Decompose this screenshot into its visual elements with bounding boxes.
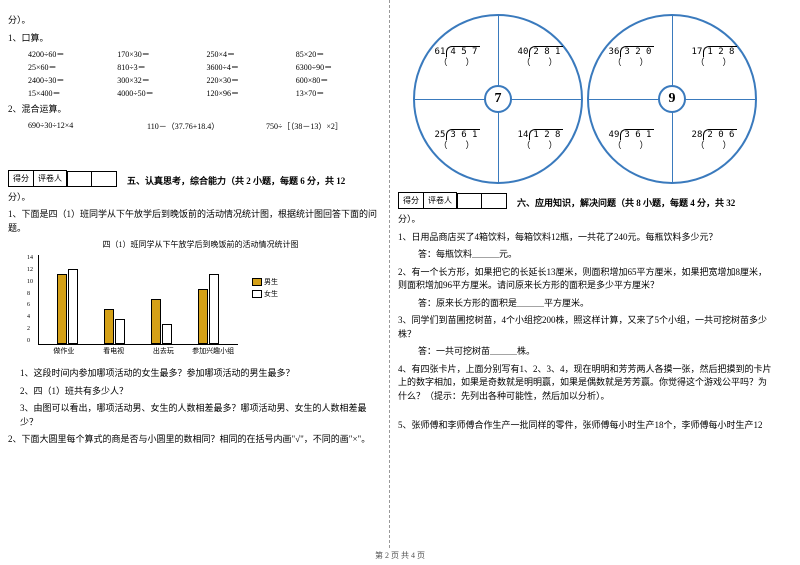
r-a1: 答：每瓶饮料＿＿＿元。 [418, 248, 772, 262]
r-q5: 5、张师傅和李师傅合作生产一批同样的零件，张师傅每小时生产18个，李师傅每小时生… [398, 419, 772, 433]
quadrant: 493 6 1（ ） [589, 99, 672, 182]
section-6-head: 得分 评卷人 六、应用知识，解决问题（共 8 小题，每题 4 分，共 32 [398, 192, 772, 209]
p1-text: 1、下面是四（1）班同学从下午放学后到晚饭前的活动情况统计图，根据统计图回答下面… [8, 208, 381, 235]
answer-paren: （ ） [438, 58, 474, 69]
chart-legend: 男生 女生 [252, 275, 278, 301]
p1-sub2: 2、四（1）班共有多少人？ [20, 385, 381, 399]
quadrant: 141 2 8（ ） [498, 99, 581, 182]
center-number: 7 [484, 85, 512, 113]
r-q4: 4、有四张卡片，上面分别写有1、2、3、4，现在明明和芳芳两人各摸一张，然后把摸… [398, 363, 772, 404]
mix-grid: 690÷30÷12×4 110－（37.76+18.4） 750÷［（38－13）×… [28, 121, 381, 132]
r-q1: 1、日用品商店买了4箱饮料，每箱饮料12瓶，一共花了240元。每瓶饮料多少元？ [398, 231, 772, 245]
r-a2: 答：原来长方形的面积是＿＿＿平方厘米。 [418, 297, 772, 311]
bar-female [115, 319, 125, 344]
fen-cont3: 分）。 [398, 213, 772, 227]
quadrant: 253 6 1（ ） [415, 99, 498, 182]
bar-male [104, 309, 114, 344]
long-division: 282 0 6 [690, 130, 738, 141]
calc-grid: 4200÷60＝ 170×30＝ 250×4＝ 85×20＝ 25×60＝ 810÷3＝ 3… [28, 49, 381, 99]
r-a3: 答：一共可挖树苗＿＿＿株。 [418, 345, 772, 359]
long-division: 171 2 8 [690, 47, 738, 58]
answer-paren: （ ） [438, 141, 474, 152]
fen-cont: 分）。 [8, 14, 381, 28]
quadrant: 402 8 1（ ） [498, 16, 581, 99]
answer-paren: （ ） [612, 58, 648, 69]
answer-paren: （ ） [612, 141, 648, 152]
calc-item: 4000÷50＝ [117, 88, 202, 99]
score-box: 得分 评卷人 [8, 170, 67, 187]
page-footer: 第 2 页 共 4 页 [0, 548, 800, 561]
calc-item: 13×70＝ [296, 88, 381, 99]
section-6-title: 六、应用知识，解决问题（共 8 小题，每题 4 分，共 32 [517, 196, 735, 209]
calc-item: 15×400＝ [28, 88, 113, 99]
r-q3: 3、同学们到苗圃挖树苗，4个小组挖200株，照这样计算，又来了5个小组，一共可挖… [398, 314, 772, 341]
circle-diagrams: 614 5 7（ ）402 8 1（ ）253 6 1（ ）141 2 8（ ）… [398, 14, 772, 184]
calc-item: 6300÷90＝ [296, 62, 381, 73]
right-column: 614 5 7（ ）402 8 1（ ）253 6 1（ ）141 2 8（ ）… [390, 0, 780, 548]
calc-item: 2400÷30＝ [28, 75, 113, 86]
bar-male [198, 289, 208, 344]
bar-female [162, 324, 172, 344]
bar-chart: 02468101214 做作业看电视出去玩参加兴趣小组 男生 女生 [38, 255, 238, 345]
score-box-2: 得分 评卷人 [398, 192, 457, 209]
long-division: 493 6 1 [607, 130, 655, 141]
bar-male [151, 299, 161, 344]
score-blank [67, 171, 117, 187]
mix-item: 690÷30÷12×4 [28, 121, 143, 132]
section-5-title: 五、认真思考，综合能力（共 2 小题，每题 6 分，共 12 [127, 174, 345, 187]
left-column: 分）。 1、口算。 4200÷60＝ 170×30＝ 250×4＝ 85×20＝ 25×… [0, 0, 390, 548]
calc-item: 220×30＝ [207, 75, 292, 86]
bar-female [68, 269, 78, 344]
answer-paren: （ ） [521, 141, 557, 152]
calc-item: 3600÷4＝ [207, 62, 292, 73]
calc-item: 600×80＝ [296, 75, 381, 86]
answer-paren: （ ） [695, 58, 731, 69]
division-circle: 614 5 7（ ）402 8 1（ ）253 6 1（ ）141 2 8（ ）… [413, 14, 583, 184]
answer-paren: （ ） [695, 141, 731, 152]
fen-cont2: 分）。 [8, 191, 381, 205]
q2-title: 2、混合运算。 [8, 103, 381, 117]
long-division: 614 5 7 [433, 47, 481, 58]
calc-item: 170×30＝ [117, 49, 202, 60]
legend-male: 男生 [252, 277, 278, 287]
q1-title: 1、口算。 [8, 32, 381, 46]
calc-item: 300×32＝ [117, 75, 202, 86]
score-label: 得分 [9, 171, 34, 186]
r-q2: 2、有一个长方形，如果把它的长延长13厘米，则面积增加65平方厘米，如果把宽增加… [398, 266, 772, 293]
long-division: 253 6 1 [433, 130, 481, 141]
long-division: 402 8 1 [516, 47, 564, 58]
answer-paren: （ ） [521, 58, 557, 69]
calc-item: 4200÷60＝ [28, 49, 113, 60]
calc-item: 250×4＝ [207, 49, 292, 60]
p1-sub3: 3、由图可以看出，哪项活动男、女生的人数相差最多？哪项活动男、女生的人数相差最少… [20, 402, 381, 429]
mix-item: 750÷［（38－13）×2］ [266, 121, 381, 132]
calc-item: 810÷3＝ [117, 62, 202, 73]
quadrant: 282 0 6（ ） [672, 99, 755, 182]
center-number: 9 [658, 85, 686, 113]
bar-male [57, 274, 67, 344]
calc-item: 25×60＝ [28, 62, 113, 73]
calc-item: 85×20＝ [296, 49, 381, 60]
legend-female: 女生 [252, 289, 278, 299]
long-division: 363 2 0 [607, 47, 655, 58]
quadrant: 614 5 7（ ） [415, 16, 498, 99]
p2-text: 2、下面大圆里每个算式的商是否与小圆里的数相同？相同的在括号内画"√"，不同的画… [8, 433, 381, 447]
long-division: 141 2 8 [516, 130, 564, 141]
x-labels: 做作业看电视出去玩参加兴趣小组 [39, 346, 238, 356]
section-5-head: 得分 评卷人 五、认真思考，综合能力（共 2 小题，每题 6 分，共 12 [8, 170, 381, 187]
chart-caption: 四（1）班同学从下午放学后到晚饭前的活动情况统计图 [20, 239, 381, 251]
division-circle: 363 2 0（ ）171 2 8（ ）493 6 1（ ）282 0 6（ ）… [587, 14, 757, 184]
p1-sub1: 1、这段时间内参加哪项活动的女生最多？参加哪项活动的男生最多？ [20, 367, 381, 381]
quadrant: 363 2 0（ ） [589, 16, 672, 99]
y-axis: 02468101214 [27, 255, 33, 344]
bar-female [209, 274, 219, 344]
grader-label: 评卷人 [34, 171, 66, 186]
quadrant: 171 2 8（ ） [672, 16, 755, 99]
mix-item: 110－（37.76+18.4） [147, 121, 262, 132]
calc-item: 120×96＝ [207, 88, 292, 99]
